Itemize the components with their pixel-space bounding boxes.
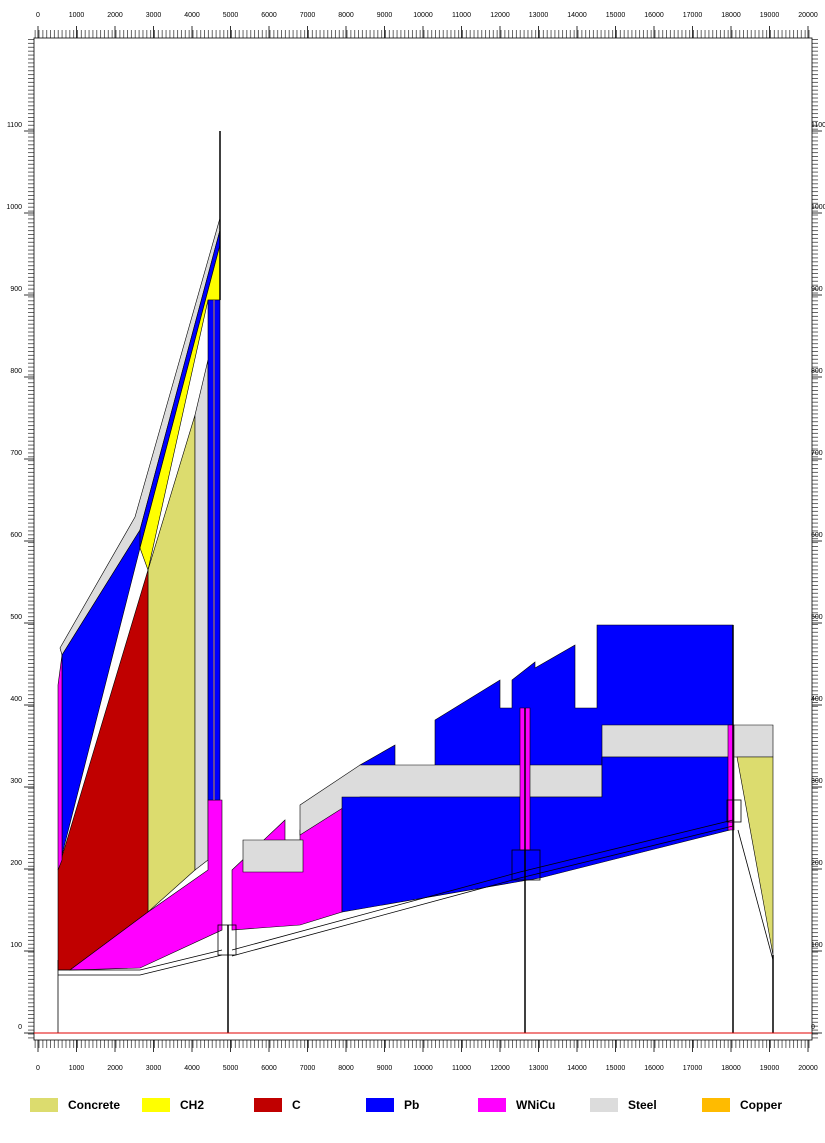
- x-tick-label: 3000: [146, 12, 162, 19]
- legend-label: WNiCu: [516, 1098, 555, 1112]
- y-tick-label: 1100: [7, 122, 22, 129]
- x-tick-label: 15000: [606, 1065, 626, 1072]
- y-tick-label: 700: [10, 450, 22, 457]
- x-tick-label: 7000: [300, 1065, 316, 1072]
- x-tick-label: 18000: [721, 1065, 741, 1072]
- flange: [726, 799, 742, 823]
- legend-swatch: [478, 1098, 506, 1112]
- x-tick-label: 5000: [223, 1065, 239, 1072]
- x-tick-label: 0: [36, 12, 40, 19]
- x-tick-label: 9000: [377, 1065, 393, 1072]
- y-tick-label: 700: [811, 450, 823, 457]
- y-tick-label: 100: [10, 942, 22, 949]
- x-tick-label: 2000: [107, 12, 123, 19]
- x-tick-label: 10000: [413, 1065, 433, 1072]
- pipe: [231, 825, 734, 957]
- x-tick-label: 20000: [798, 1065, 818, 1072]
- legend-swatch: [590, 1098, 618, 1112]
- geometry: [57, 217, 774, 971]
- x-tick-label: 8000: [338, 12, 354, 19]
- x-tick-label: 18000: [721, 12, 741, 19]
- x-tick-label: 4000: [184, 1065, 200, 1072]
- x-tick-label: 9000: [377, 12, 393, 19]
- legend-swatch: [254, 1098, 282, 1112]
- legend-label: Steel: [628, 1098, 657, 1112]
- y-tick-label: 400: [811, 696, 823, 703]
- x-tick-label: 15000: [606, 12, 626, 19]
- legend-swatch: [702, 1098, 730, 1112]
- x-tick-label: 20000: [798, 12, 818, 19]
- legend-label: Copper: [740, 1098, 782, 1112]
- region: [736, 756, 774, 956]
- y-tick-label: 600: [811, 532, 823, 539]
- y-tick-label: 0: [811, 1024, 815, 1031]
- region: [242, 839, 304, 873]
- pipe: [737, 829, 774, 961]
- x-tick-label: 14000: [567, 12, 587, 19]
- y-tick-label: 300: [811, 778, 823, 785]
- x-tick-label: 0: [36, 1065, 40, 1072]
- minor-ticks: [812, 38, 818, 1040]
- flange: [217, 924, 237, 956]
- y-tick-label: 300: [10, 778, 22, 785]
- x-tick-label: 17000: [683, 1065, 703, 1072]
- x-tick-label: 16000: [644, 1065, 664, 1072]
- x-tick-label: 19000: [760, 1065, 780, 1072]
- y-tick-label: 100: [811, 942, 823, 949]
- x-tick-label: 4000: [184, 12, 200, 19]
- y-tick-label: 0: [18, 1024, 22, 1031]
- y-tick-label: 200: [10, 860, 22, 867]
- y-tick-label: 1100: [811, 122, 825, 129]
- x-tick-label: 13000: [529, 1065, 549, 1072]
- x-tick-label: 11000: [452, 12, 471, 19]
- flange: [511, 849, 541, 881]
- x-tick-label: 13000: [529, 12, 549, 19]
- x-tick-label: 10000: [413, 12, 433, 19]
- x-tick-label: 7000: [300, 12, 316, 19]
- x-tick-label: 14000: [567, 1065, 587, 1072]
- legend-label: C: [292, 1098, 301, 1112]
- region: [57, 654, 63, 871]
- minor-ticks: [28, 38, 34, 1040]
- pipe: [231, 819, 734, 951]
- x-tick-label: 1000: [69, 1065, 85, 1072]
- y-tick-label: 1000: [811, 204, 825, 211]
- pipe: [58, 949, 223, 971]
- pipe: [58, 954, 223, 976]
- y-tick-label: 500: [811, 614, 823, 621]
- x-tick-label: 17000: [683, 12, 703, 19]
- legend-swatch: [142, 1098, 170, 1112]
- y-tick-label: 600: [10, 532, 22, 539]
- y-tick-label: 900: [10, 286, 22, 293]
- region: [194, 359, 209, 871]
- x-tick-label: 12000: [490, 1065, 510, 1072]
- x-tick-label: 1000: [69, 12, 85, 19]
- beam-pipes: [57, 131, 774, 1033]
- y-tick-label: 800: [811, 368, 823, 375]
- y-tick-label: 500: [10, 614, 22, 621]
- x-tick-label: 16000: [644, 12, 664, 19]
- x-tick-label: 5000: [223, 12, 239, 19]
- x-tick-label: 2000: [107, 1065, 123, 1072]
- x-tick-label: 19000: [760, 12, 780, 19]
- legend-swatch: [30, 1098, 58, 1112]
- x-tick-label: 6000: [261, 12, 277, 19]
- y-tick-label: 200: [811, 860, 823, 867]
- x-tick-label: 8000: [338, 1065, 354, 1072]
- legend-label: Concrete: [68, 1098, 120, 1112]
- x-tick-label: 12000: [490, 12, 510, 19]
- x-tick-label: 6000: [261, 1065, 277, 1072]
- legend-label: CH2: [180, 1098, 204, 1112]
- y-tick-label: 400: [10, 696, 22, 703]
- legend-swatch: [366, 1098, 394, 1112]
- x-tick-label: 3000: [146, 1065, 162, 1072]
- y-tick-label: 900: [811, 286, 823, 293]
- x-tick-label: 11000: [452, 1065, 471, 1072]
- legend-label: Pb: [404, 1098, 419, 1112]
- y-tick-label: 1000: [6, 204, 22, 211]
- y-tick-label: 800: [10, 368, 22, 375]
